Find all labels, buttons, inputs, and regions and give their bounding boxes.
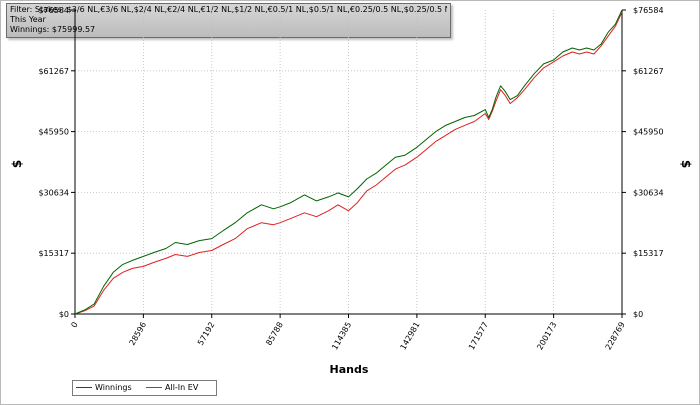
- y-tick-label-right: $30634: [633, 188, 664, 197]
- legend-swatch-winnings: [76, 387, 92, 388]
- y-tick-label-left: $0: [59, 310, 69, 319]
- legend-label-winnings: Winnings: [95, 383, 132, 392]
- y-tick-label-left: $61267: [38, 67, 69, 76]
- x-tick-label: 0: [69, 321, 79, 330]
- series-line-allin-ev: [74, 12, 623, 315]
- y-tick-label-left: $15317: [38, 249, 69, 258]
- x-tick-label: 200173: [535, 321, 558, 352]
- y-tick-label-left: $76584: [38, 6, 69, 15]
- series-line-winnings: [74, 9, 623, 315]
- y-tick-label-right: $61267: [633, 67, 664, 76]
- x-tick-label: 85788: [264, 321, 285, 348]
- y-tick-label-right: $15317: [633, 249, 664, 258]
- legend-swatch-allin-ev: [146, 387, 162, 388]
- legend-label-allin-ev: All-In EV: [165, 383, 199, 392]
- y-tick-label-left: $45950: [38, 128, 69, 137]
- y-axis-label-right: $: [679, 160, 693, 168]
- x-tick-label: 228769: [604, 321, 627, 352]
- y-tick-label-right: $45950: [633, 128, 664, 137]
- y-tick-label-left: $30634: [38, 188, 69, 197]
- y-tick-label-right: $0: [633, 310, 643, 319]
- axes: [71, 9, 626, 318]
- x-tick-label: 114385: [330, 321, 353, 352]
- filter-winnings: Winnings: $75999.57: [10, 25, 96, 34]
- y-axis-label-left: $: [10, 160, 24, 168]
- legend-item-allin-ev: All-In EV: [146, 383, 198, 393]
- grid-lines: [75, 10, 622, 314]
- x-tick-label: 57192: [196, 321, 217, 348]
- legend-item-winnings: Winnings: [76, 383, 132, 393]
- x-axis-label: Hands: [330, 363, 369, 376]
- tick-labels: 0 28596 57192 85788 114385 142981 171577 200173…: [38, 6, 663, 351]
- x-tick-label: 28596: [128, 321, 149, 348]
- legend: Winnings All-In EV: [72, 380, 217, 396]
- filter-stakes: Filter: Stakes: $3/6 NL,€3/6 NL,$2/4 NL,…: [10, 5, 447, 14]
- x-tick-label: 171577: [467, 321, 490, 352]
- y-tick-label-right: $76584: [633, 6, 664, 15]
- filter-period: This Year: [10, 15, 46, 24]
- series-lines: [74, 9, 623, 315]
- filter-box: Filter: Stakes: $3/6 NL,€3/6 NL,$2/4 NL,…: [6, 3, 451, 38]
- x-tick-label: 142981: [399, 321, 422, 352]
